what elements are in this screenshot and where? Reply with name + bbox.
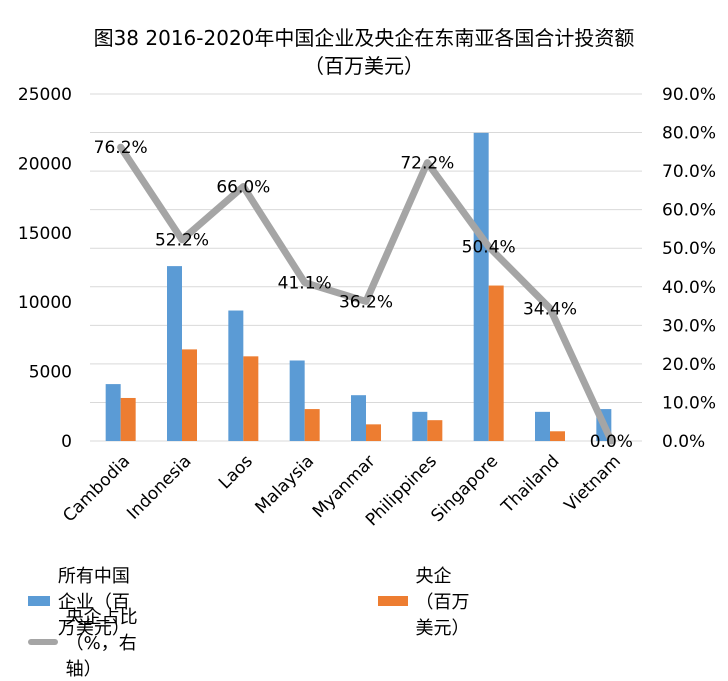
bar-all-laos (228, 310, 244, 441)
legend-swatch-soe (378, 596, 408, 606)
bar-soe-cambodia (120, 397, 136, 441)
y-right-tick-label: 60.0% (662, 201, 716, 221)
bar-soe-myanmar (366, 424, 381, 441)
legend-swatch-all (28, 596, 50, 606)
y-right-tick-label: 70.0% (662, 162, 716, 182)
x-category-label: Singapore (427, 451, 502, 526)
y-right-tick-label: 40.0% (662, 278, 716, 298)
bar-soe-singapore (488, 285, 504, 441)
y-right-tick-label: 10.0% (662, 393, 716, 413)
bar-soe-malaysia (304, 409, 320, 441)
bar-all-indonesia (167, 266, 182, 441)
y-left-tick-label: 10000 (18, 293, 72, 313)
legend-label-ratio: 央企占比（%，右轴） (65, 607, 138, 680)
y-left-tick-label: 0 (61, 432, 72, 452)
bar-all-singapore (473, 132, 489, 441)
ratio-data-label: 36.2% (339, 292, 393, 312)
legend-swatch-ratio (28, 639, 58, 645)
ratio-data-label: 66.0% (216, 178, 270, 198)
y-left-tick-label: 15000 (18, 224, 72, 244)
legend-item-soe: 央企（百万美元） (378, 562, 484, 640)
y-right-tick-label: 50.0% (662, 239, 716, 259)
ratio-line (117, 143, 615, 445)
x-category-label: Thailand (497, 451, 563, 517)
bar-soe-thailand (550, 431, 565, 441)
chart-figure: 图38 2016-2020年中国企业及央企在东南亚各国合计投资额 （百万美元） … (18, 26, 716, 680)
bar-all-myanmar (351, 395, 366, 441)
line-series: 76.2% 52.2% 66.0% 41.1% 36.2% 72.2% 50.4% 34.4%… (94, 138, 633, 452)
ratio-data-label: 72.2% (400, 154, 454, 174)
y-right-tick-label: 90.0% (662, 85, 716, 105)
bar-all-philippines (412, 411, 428, 441)
x-category-label: Vietnam (561, 451, 625, 515)
chart-svg: 0 5000 10000 15000 20000 25000 0.0% 10.0% 20.0%… (18, 85, 716, 530)
ratio-data-label: 76.2% (94, 138, 148, 158)
y-left-tick-label: 5000 (29, 363, 72, 383)
ratio-data-label: 52.2% (155, 231, 209, 251)
chart-title: 图38 2016-2020年中国企业及央企在东南亚各国合计投资额 (93, 26, 635, 50)
bar-soe-laos (243, 356, 259, 441)
ratio-data-label: 41.1% (278, 274, 332, 294)
y-right-tick-label: 20.0% (662, 355, 716, 375)
chart-subtitle: （百万美元） (304, 54, 424, 78)
y-axis-right: 0.0% 10.0% 20.0% 30.0% 40.0% 50.0% 60.0% 70.0% 8… (662, 85, 716, 452)
y-axis-left: 0 5000 10000 15000 20000 25000 (18, 85, 72, 452)
x-category-label: Laos (215, 451, 257, 493)
ratio-data-label: 50.4% (462, 238, 516, 258)
ratio-data-label: 0.0% (590, 432, 633, 452)
y-right-tick-label: 80.0% (662, 124, 716, 144)
y-left-tick-label: 20000 (18, 154, 72, 174)
bar-all-cambodia (105, 384, 121, 441)
bar-all-thailand (535, 411, 550, 441)
y-right-tick-label: 30.0% (662, 316, 716, 336)
x-category-label: Indonesia (123, 451, 195, 523)
y-left-tick-label: 25000 (18, 85, 72, 105)
y-right-tick-label: 0.0% (662, 432, 705, 452)
bar-soe-indonesia (182, 349, 197, 441)
bar-series (105, 132, 612, 441)
legend-item-ratio: 央企占比（%，右轴） (28, 603, 151, 681)
x-category-label: Cambodia (59, 451, 134, 526)
bar-all-malaysia (289, 360, 305, 441)
bar-soe-philippines (427, 420, 443, 441)
legend-label-soe: 央企（百万美元） (415, 566, 470, 639)
ratio-data-label: 34.4% (523, 299, 577, 319)
